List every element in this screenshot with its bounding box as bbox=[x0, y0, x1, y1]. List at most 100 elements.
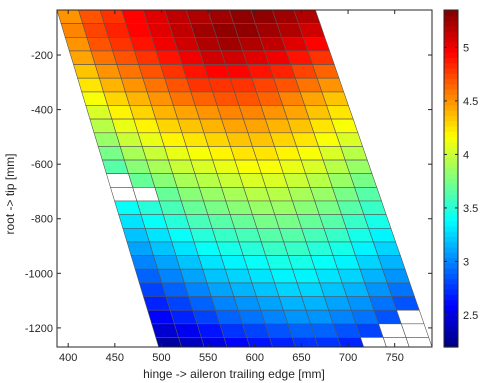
heatmap-cell bbox=[354, 187, 382, 202]
colorbar-segment bbox=[444, 99, 458, 106]
colorbar-segment bbox=[444, 83, 458, 90]
heatmap-cell bbox=[101, 159, 129, 174]
colorbar-segment bbox=[444, 241, 458, 248]
colorbar-segment bbox=[444, 225, 458, 232]
colorbar-segment bbox=[444, 20, 458, 27]
heatmap-cell bbox=[136, 200, 164, 215]
heatmap-cell bbox=[141, 146, 169, 161]
colorbar-tick-label: 4.5 bbox=[463, 96, 478, 108]
colorbar-segment bbox=[444, 210, 458, 216]
colorbar-segment bbox=[444, 136, 458, 143]
heatmap-cell bbox=[211, 228, 240, 243]
heatmap-cell-empty bbox=[405, 337, 432, 347]
heatmap-cell bbox=[192, 309, 221, 325]
heatmap-cell bbox=[165, 296, 194, 311]
heatmap-cells bbox=[57, 10, 432, 347]
colorbar-segment bbox=[444, 10, 458, 16]
colorbar-tick-label: 2.5 bbox=[463, 310, 478, 322]
heatmap-cell bbox=[158, 200, 187, 215]
colorbar-segment bbox=[444, 141, 458, 148]
colorbar-segment bbox=[444, 289, 458, 295]
x-tick-label: 750 bbox=[386, 352, 404, 364]
heatmap-cell bbox=[246, 337, 273, 347]
x-tick-label: 500 bbox=[152, 352, 170, 364]
colorbar-segment bbox=[444, 325, 458, 332]
colorbar-segment bbox=[444, 315, 458, 322]
x-tick-label: 550 bbox=[199, 352, 217, 364]
colorbar-segment bbox=[444, 173, 458, 180]
colorbar-segment bbox=[444, 110, 458, 116]
heatmap-cell bbox=[223, 337, 251, 347]
heatmap-cell bbox=[138, 282, 167, 297]
heatmap-cell bbox=[335, 132, 364, 147]
colorbar-segment bbox=[444, 336, 458, 343]
colorbar-segment bbox=[444, 152, 458, 159]
colorbar-segment bbox=[444, 246, 458, 253]
heatmap-cell bbox=[68, 50, 96, 65]
heatmap-cell bbox=[155, 337, 182, 347]
heatmap-cell bbox=[200, 337, 228, 347]
colorbar-segment bbox=[444, 304, 458, 311]
heatmap-cell bbox=[107, 105, 135, 120]
heatmap-cell bbox=[179, 268, 208, 284]
colorbar-segment bbox=[444, 257, 458, 264]
colorbar-segment bbox=[444, 41, 458, 48]
heatmap-cell bbox=[130, 255, 159, 270]
heatmap-cell bbox=[178, 337, 205, 347]
colorbar-segment bbox=[444, 310, 458, 317]
heatmap-cell bbox=[330, 118, 359, 134]
heatmap-cell bbox=[197, 255, 226, 270]
colorbar-segment bbox=[444, 120, 458, 127]
heatmap-cell bbox=[111, 118, 139, 134]
heatmap-cell bbox=[188, 296, 216, 311]
colorbar-segment bbox=[444, 183, 458, 190]
heatmap-cell bbox=[264, 323, 293, 338]
colorbar-segment bbox=[444, 167, 458, 174]
heatmap-cell bbox=[103, 91, 131, 106]
heatmap-cell bbox=[183, 282, 212, 297]
colorbar-segment bbox=[444, 273, 458, 280]
heatmap-cell bbox=[314, 337, 342, 347]
plot-area: 400 450 500 550 600 650 700 750 -200 -400 -600 -800… bbox=[25, 9, 433, 364]
heatmap-cell-empty bbox=[132, 187, 160, 202]
x-axis-label: hinge -> aileron trailing edge [mm] bbox=[143, 367, 325, 381]
colorbar-segment bbox=[444, 231, 458, 238]
heatmap-cell bbox=[386, 282, 415, 297]
colorbar-segment bbox=[444, 299, 458, 306]
colorbar-tick-label: 3.5 bbox=[463, 203, 478, 215]
heatmap-cell bbox=[269, 337, 296, 347]
colorbar-segment bbox=[444, 73, 458, 80]
heatmap-cell-empty bbox=[382, 337, 410, 347]
colorbar-tick-label: 5 bbox=[463, 42, 469, 54]
heatmap-cell bbox=[161, 282, 190, 297]
heatmap-cell bbox=[316, 77, 345, 93]
heatmap-cell bbox=[126, 241, 154, 256]
heatmap-cell bbox=[97, 146, 125, 161]
colorbar-segment bbox=[444, 294, 458, 301]
heatmap-cell-empty bbox=[400, 323, 430, 338]
heatmap-cell bbox=[85, 105, 113, 120]
heatmap-cell bbox=[189, 228, 217, 243]
colorbar-segment bbox=[444, 52, 458, 58]
y-tick-label: -800 bbox=[31, 214, 53, 226]
y-axis-label: root -> tip [mm] bbox=[3, 153, 17, 234]
colorbar-segment bbox=[444, 62, 458, 69]
heatmap-cell bbox=[202, 268, 230, 284]
heatmap-cell bbox=[337, 337, 365, 347]
heatmap-cell bbox=[210, 296, 239, 311]
colorbar-segment bbox=[444, 204, 458, 211]
colorbar-segment bbox=[444, 146, 458, 153]
colorbar-segment bbox=[444, 57, 458, 64]
colorbar-segment bbox=[444, 278, 458, 285]
heatmap-cell bbox=[298, 23, 326, 38]
heatmap-cell bbox=[115, 132, 143, 147]
heatmap-cell bbox=[64, 36, 92, 52]
heatmap-cell bbox=[363, 214, 392, 229]
heatmap-cell bbox=[175, 255, 204, 270]
heatmap-cell-empty bbox=[396, 309, 425, 325]
colorbar-segment bbox=[444, 15, 458, 22]
heatmap-cell bbox=[185, 214, 213, 229]
colorbar-segment bbox=[444, 320, 458, 327]
colorbar-segment bbox=[444, 162, 458, 169]
heatmap-cell bbox=[153, 255, 181, 270]
